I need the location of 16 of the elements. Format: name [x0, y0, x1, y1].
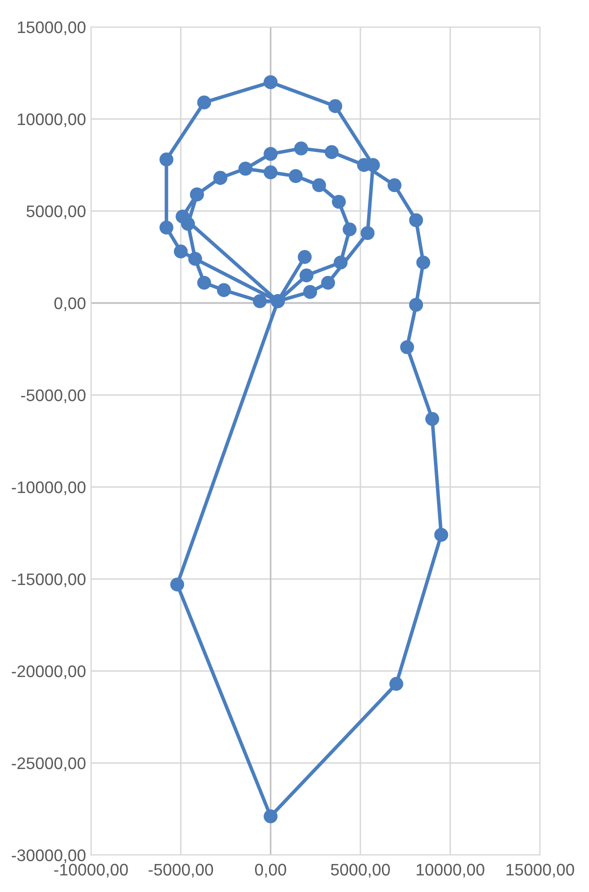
x-tick-label: 5000,00	[330, 864, 390, 878]
y-tick-label: -15000,00	[12, 573, 86, 588]
y-tick-label: -30000,00	[12, 849, 86, 864]
y-tick-label: 5000,00	[26, 205, 86, 220]
x-tick-label: 10000,00	[416, 864, 484, 878]
y-tick-label: -10000,00	[12, 481, 86, 496]
x-tick-label: 0,00	[255, 864, 286, 878]
y-tick-label: -20000,00	[12, 665, 86, 680]
y-tick-label: -25000,00	[12, 757, 86, 772]
x-tick-label: 15000,00	[506, 864, 574, 878]
y-tick-label: 15000,00	[18, 21, 86, 36]
y-tick-label: -5000,00	[21, 389, 86, 404]
x-tick-label: -5000,00	[148, 864, 214, 878]
x-tick-label: -10000,00	[54, 864, 128, 878]
y-tick-label: 0,00	[54, 297, 86, 312]
y-tick-label: 10000,00	[18, 113, 86, 128]
